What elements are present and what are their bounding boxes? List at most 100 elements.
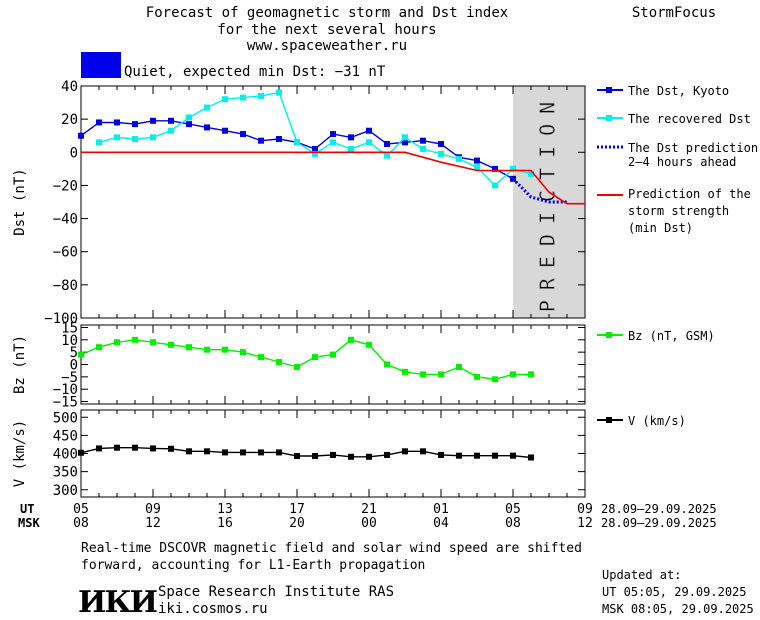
data-point [456, 363, 462, 370]
data-point [492, 182, 498, 189]
y-tick-label: 10 [61, 333, 78, 349]
y-tick-label: 5 [70, 345, 78, 361]
data-point [258, 449, 264, 456]
msk-tick-label: 12 [577, 516, 593, 531]
data-point [528, 454, 534, 461]
y-tick-label: 400 [53, 447, 78, 463]
data-point [186, 121, 192, 128]
data-point [276, 89, 282, 96]
source-url: www.spaceweather.ru [247, 38, 407, 54]
data-point [78, 132, 84, 139]
data-point [276, 136, 282, 143]
data-point [438, 451, 444, 458]
institute-site: iki.cosmos.ru [158, 601, 268, 617]
legend-kyoto-marker [606, 87, 612, 93]
ut-tick-label: 17 [289, 502, 305, 517]
ut-tick-label: 05 [505, 502, 521, 517]
y-axis-label: V (km/s) [12, 420, 28, 487]
data-point [114, 134, 120, 141]
msk-tick-label: 08 [73, 516, 89, 531]
msk-tick-label: 12 [145, 516, 161, 531]
data-point [312, 150, 318, 157]
msk-tick-label: 16 [217, 516, 233, 531]
data-point [420, 371, 426, 378]
data-point [168, 127, 174, 134]
data-point [222, 127, 228, 134]
data-point [384, 361, 390, 368]
data-point [186, 448, 192, 455]
ut-date-range: 28.09–29.09.2025 [601, 502, 717, 516]
data-point [78, 351, 84, 358]
y-tick-label: −40 [53, 212, 78, 228]
status-text: Quiet, expected min Dst: −31 nT [124, 64, 386, 80]
legend-storm-label-1: Prediction of the [628, 187, 751, 201]
data-point [492, 376, 498, 383]
y-tick-label: 40 [61, 79, 78, 95]
data-point [492, 452, 498, 459]
data-point [384, 451, 390, 458]
y-tick-label: −20 [53, 178, 78, 194]
y-tick-label: 20 [61, 112, 78, 128]
legend-prediction-label-1: The Dst prediction [628, 141, 758, 155]
data-point [330, 351, 336, 358]
data-point [474, 452, 480, 459]
data-point [150, 339, 156, 346]
updated-ut: UT 05:05, 29.09.2025 [602, 585, 747, 599]
y-tick-label: 500 [53, 410, 78, 426]
data-point [330, 451, 336, 458]
data-point [510, 452, 516, 459]
data-point [240, 349, 246, 356]
data-point [114, 339, 120, 346]
y-tick-label: 300 [53, 483, 78, 499]
data-point [510, 175, 516, 182]
data-point [96, 139, 102, 146]
data-point [276, 449, 282, 456]
data-point [510, 165, 516, 172]
y-tick-label: 350 [53, 465, 78, 481]
footer-note-line1: Real-time DSCOVR magnetic field and sola… [81, 541, 582, 556]
msk-tick-label: 20 [289, 516, 305, 531]
legend-v-marker [606, 417, 612, 423]
legend-recovered-label: The recovered Dst [628, 112, 751, 126]
data-point [348, 453, 354, 460]
data-point [168, 341, 174, 348]
dst-panel: PREDICTION 40 20 0 −20 −40 −60 −80 −100 Dst (nT) [12, 79, 586, 327]
panel-frame [80, 324, 586, 405]
data-point [348, 134, 354, 141]
data-point [114, 119, 120, 126]
y-tick-label: 0 [70, 358, 78, 374]
series-line-0 [80, 339, 531, 381]
data-point [402, 134, 408, 141]
msk-tick-label: 00 [361, 516, 377, 531]
ut-tick-label: 05 [73, 502, 89, 517]
data-point [456, 155, 462, 162]
data-point [294, 139, 300, 146]
y-tick-label: 450 [53, 428, 78, 444]
legend-bz-label: Bz (nT, GSM) [628, 329, 715, 343]
data-point [132, 136, 138, 143]
data-point [294, 363, 300, 370]
data-point [438, 371, 444, 378]
chart-title-line2: for the next several hours [217, 22, 436, 38]
data-point [258, 137, 264, 144]
legend-v-label: V (km/s) [628, 414, 686, 428]
legend-storm-label-3: (min Dst) [628, 221, 693, 235]
data-point [222, 449, 228, 456]
series-line-3 [81, 151, 585, 205]
data-point [78, 449, 84, 456]
data-point [402, 139, 408, 146]
data-point [96, 119, 102, 126]
data-point [348, 145, 354, 152]
data-point [96, 445, 102, 452]
data-point [402, 368, 408, 375]
data-point [474, 373, 480, 380]
brand-name: StormFocus [632, 5, 716, 21]
data-point [312, 354, 318, 361]
institute-name: Space Research Institute RAS [158, 584, 394, 600]
ut-tick-label: 09 [577, 502, 593, 517]
y-tick-label: −10 [53, 382, 78, 398]
data-point [204, 104, 210, 111]
data-point [474, 157, 480, 164]
y-axis-label: Bz (nT) [12, 335, 28, 394]
